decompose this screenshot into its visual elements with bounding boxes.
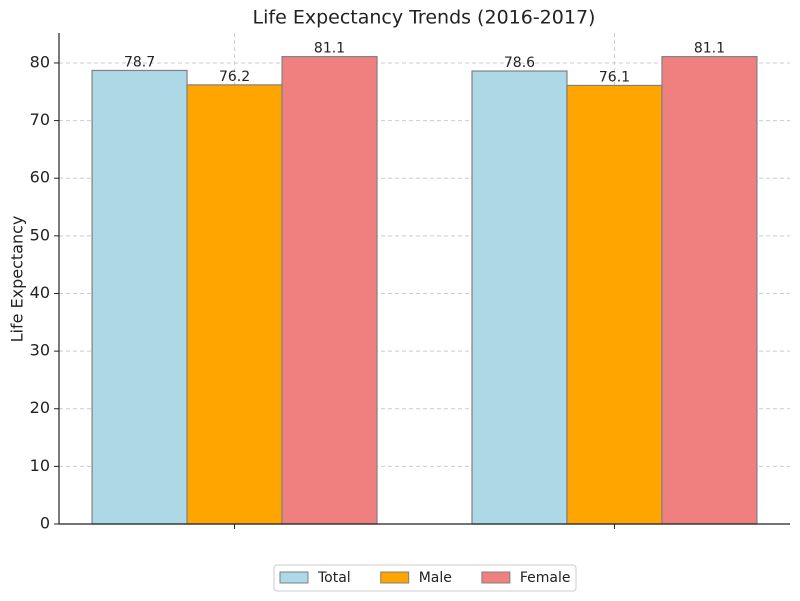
legend-label: Male	[419, 570, 452, 586]
data-label: 81.1	[694, 41, 725, 57]
y-tick-label: 20	[30, 398, 50, 417]
y-tick-label: 50	[30, 225, 50, 244]
bars: 78.7 78.6 76.2 76.1 81.1 81.1	[91, 41, 758, 525]
legend: Total Male Female	[273, 564, 577, 592]
bar	[91, 69, 188, 525]
bar	[186, 84, 283, 525]
data-label: 81.1	[314, 41, 345, 57]
y-tick-label: 60	[30, 168, 50, 187]
y-tick-label: 80	[30, 52, 50, 71]
data-label: 78.6	[504, 55, 535, 71]
chart-title: Life Expectancy Trends (2016-2017)	[253, 7, 596, 29]
bar	[471, 70, 568, 525]
legend-label: Female	[520, 570, 571, 586]
bar	[281, 56, 378, 525]
y-tick-label: 40	[30, 283, 50, 302]
y-tick-label: 30	[30, 341, 50, 360]
y-axis-label: Life Expectancy	[8, 216, 27, 343]
bar	[661, 56, 758, 525]
data-label: 78.7	[124, 54, 155, 70]
data-label: 76.1	[599, 69, 630, 85]
y-tick-label: 70	[30, 110, 50, 129]
legend-swatch	[380, 571, 410, 584]
y-tick-label: 0	[40, 514, 50, 533]
legend-swatch	[481, 571, 511, 584]
data-label: 76.2	[219, 69, 250, 85]
legend-swatch	[279, 571, 309, 584]
bar	[566, 84, 663, 525]
y-tick-label: 10	[30, 456, 50, 475]
legend-label: Total	[317, 570, 351, 586]
